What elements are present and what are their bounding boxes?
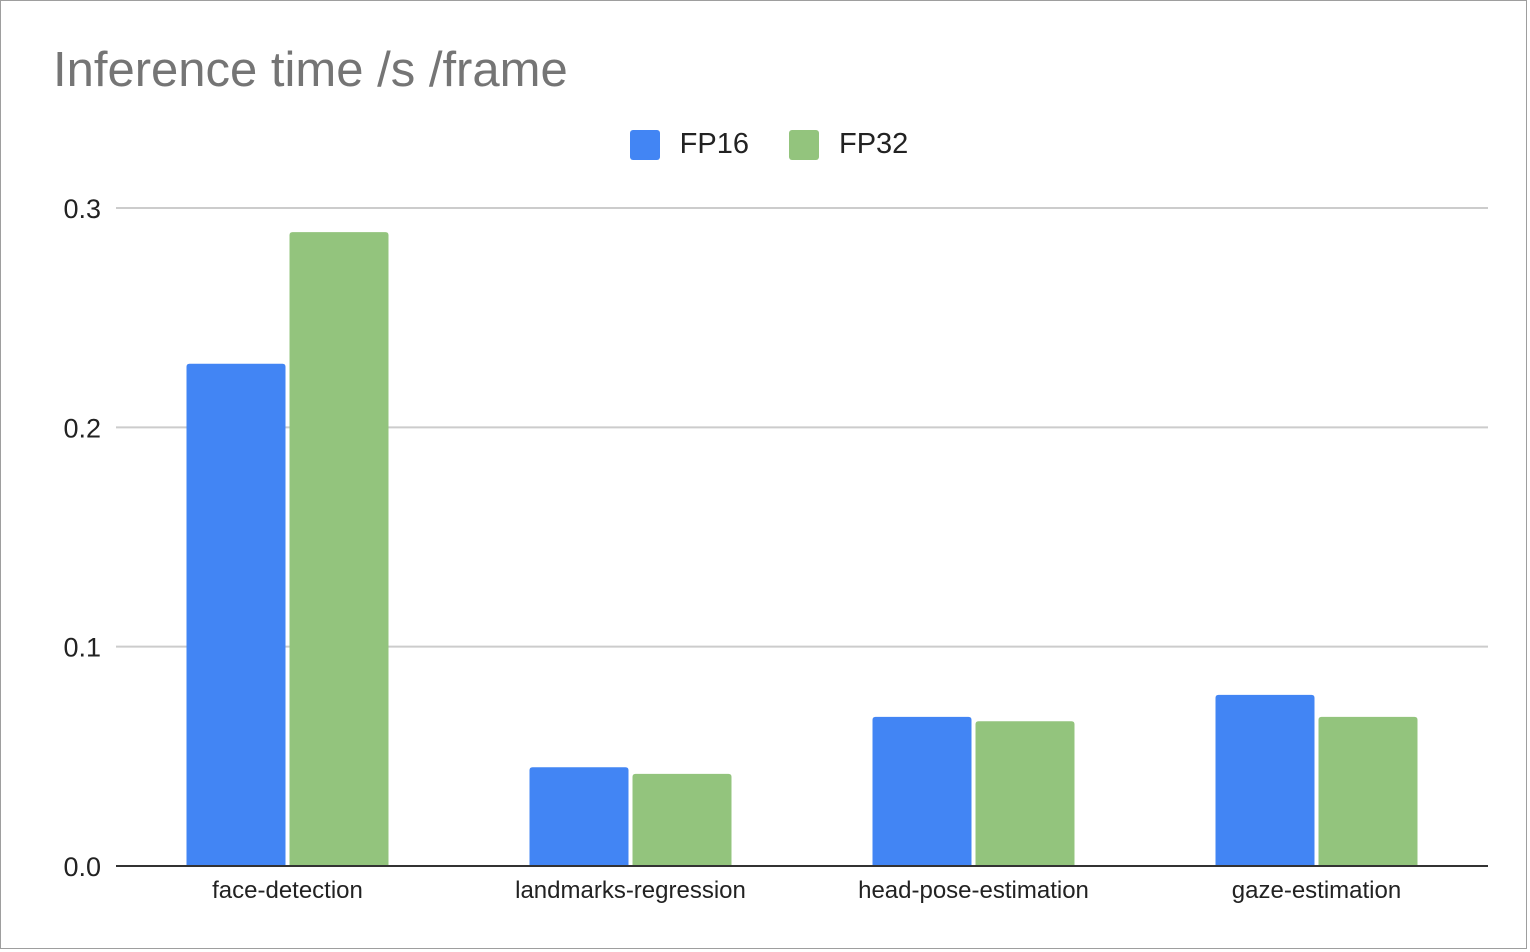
y-tick-label: 0.2 [63, 413, 101, 443]
bar [872, 716, 972, 866]
x-tick-label: gaze-estimation [1232, 877, 1401, 904]
bar [1215, 694, 1315, 866]
legend-swatch-fp32 [789, 129, 819, 160]
x-tick-label: landmarks-regression [515, 877, 746, 904]
chart-title: Inference time /s /frame [53, 43, 568, 97]
bar [1318, 716, 1418, 866]
x-tick-label: face-detection [212, 877, 363, 904]
y-tick-label: 0.3 [63, 194, 101, 224]
legend-swatch-fp16 [629, 129, 660, 160]
bar [529, 767, 629, 866]
y-tick-label: 0.0 [63, 852, 101, 882]
bar [289, 232, 389, 867]
x-tick-label: head-pose-estimation [858, 877, 1089, 904]
bar [632, 773, 732, 866]
y-tick-label: 0.1 [63, 633, 101, 663]
legend: FP16 FP32 [0, 128, 1530, 161]
legend-label-fp32: FP32 [839, 128, 909, 160]
bar [186, 363, 286, 866]
bar [975, 721, 1075, 866]
legend-item-fp32: FP32 [789, 128, 908, 161]
legend-label-fp16: FP16 [679, 128, 749, 160]
legend-item-fp16: FP16 [629, 128, 749, 161]
